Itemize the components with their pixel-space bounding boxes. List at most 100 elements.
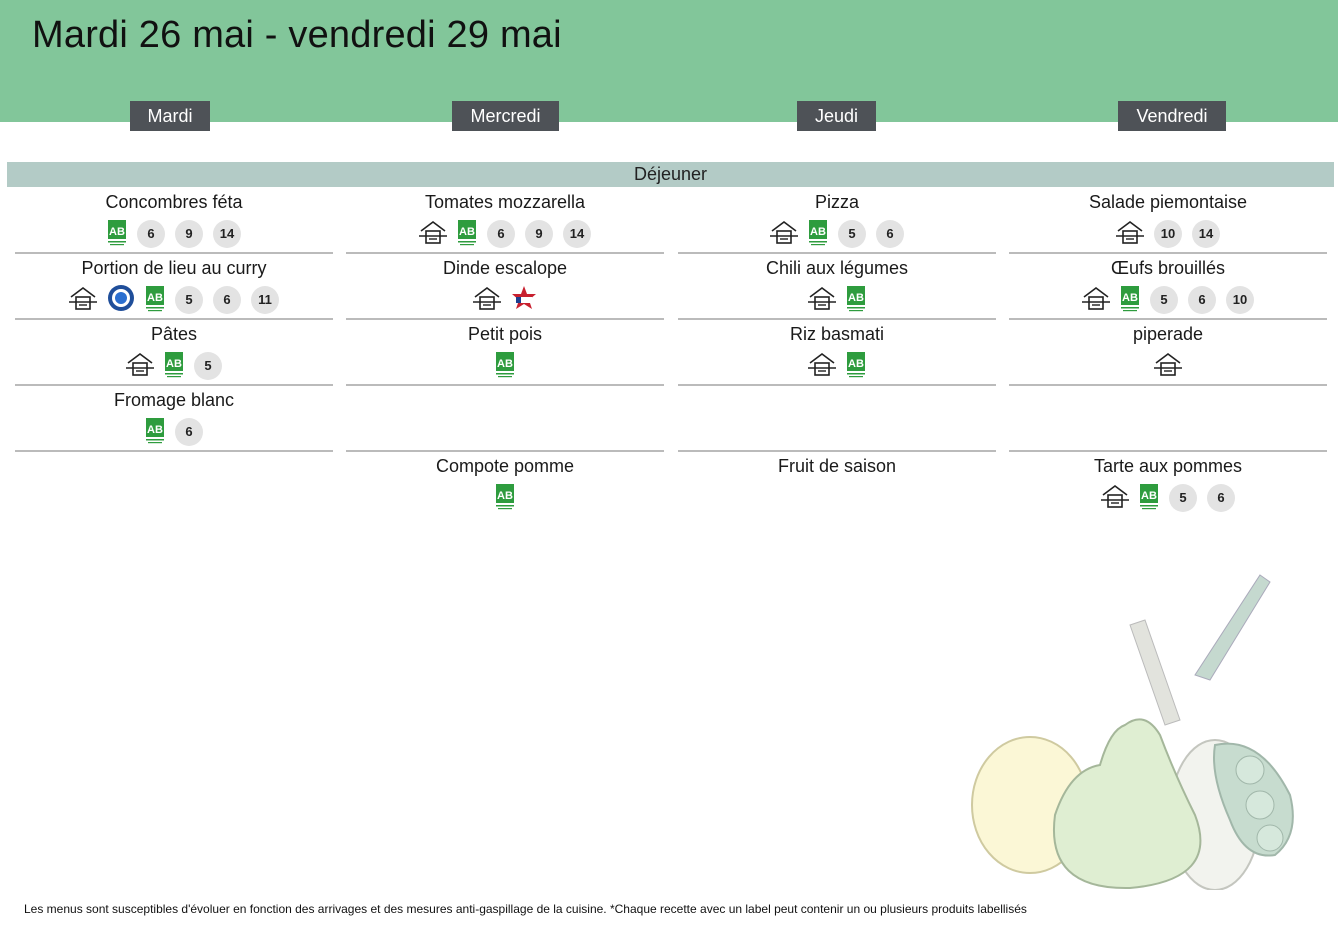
allergen-badge: 5 xyxy=(1169,484,1197,512)
day-column-mardi: Concombres féta AB 6 9 14 Portion de lieu au … xyxy=(15,188,333,518)
svg-text:AB: AB xyxy=(1122,292,1138,304)
svg-text:AB: AB xyxy=(166,358,182,370)
svg-text:AB: AB xyxy=(848,292,864,304)
menu-item: Salade piemontaise 10 14 xyxy=(1009,188,1327,254)
dish-labels: AB xyxy=(678,348,996,384)
dish-labels: AB 5 6 xyxy=(1009,480,1327,513)
dish-labels: AB 5 6 10 xyxy=(1009,282,1327,318)
dish-name: Chili aux légumes xyxy=(765,258,909,278)
menu-item: Portion de lieu au curry AB 5 6 11 xyxy=(15,254,333,320)
menu-item: Fruit de saison xyxy=(678,452,996,518)
homemade-icon xyxy=(808,351,836,382)
dish-name: piperade xyxy=(1132,324,1204,344)
menu-item: Tomates mozzarella AB 6 9 14 xyxy=(346,188,664,254)
viande-francaise-icon xyxy=(511,285,537,316)
allergen-badge: 6 xyxy=(175,418,203,446)
allergen-badge: 6 xyxy=(213,286,241,314)
allergen-badge: 6 xyxy=(487,220,515,248)
day-column-mercredi: Tomates mozzarella AB 6 9 14 Dinde escalope Pe… xyxy=(346,188,664,518)
dish-name: Tomates mozzarella xyxy=(424,192,586,212)
menu-item: Pâtes AB 5 xyxy=(15,320,333,386)
day-tab-mardi[interactable]: Mardi xyxy=(130,101,210,131)
dish-labels: AB 5 6 11 xyxy=(15,282,333,318)
dish-labels: AB 5 6 xyxy=(678,216,996,252)
organic-ab-icon: AB xyxy=(495,348,515,384)
homemade-icon xyxy=(770,219,798,250)
dish-name: Tarte aux pommes xyxy=(1093,456,1243,476)
organic-ab-icon: AB xyxy=(495,480,515,516)
homemade-icon xyxy=(126,351,154,382)
dish-labels: AB 6 9 14 xyxy=(15,216,333,252)
menu-item: Fromage blanc AB 6 xyxy=(15,386,333,452)
allergen-badge: 5 xyxy=(838,220,866,248)
organic-ab-icon: AB xyxy=(145,414,165,450)
organic-ab-icon: AB xyxy=(164,348,184,384)
allergen-badge: 5 xyxy=(1150,286,1178,314)
allergen-badge: 14 xyxy=(1192,220,1220,248)
homemade-icon xyxy=(1154,351,1182,382)
dish-name: Compote pomme xyxy=(435,456,575,476)
organic-ab-icon: AB xyxy=(145,282,165,318)
dish-name xyxy=(346,386,664,389)
organic-ab-icon: AB xyxy=(808,216,828,252)
svg-text:AB: AB xyxy=(810,226,826,238)
page-header: Mardi 26 mai - vendredi 29 mai xyxy=(0,0,1338,122)
menu-item: Dinde escalope xyxy=(346,254,664,320)
day-column-vendredi: Salade piemontaise 10 14 Œufs brouillés AB 5 6… xyxy=(1009,188,1327,518)
organic-ab-icon: AB xyxy=(107,216,127,252)
allergen-badge: 10 xyxy=(1226,286,1254,314)
homemade-icon xyxy=(1116,219,1144,250)
allergen-badge: 14 xyxy=(213,220,241,248)
svg-text:AB: AB xyxy=(147,292,163,304)
dish-labels xyxy=(1009,351,1327,381)
dish-name xyxy=(678,386,996,389)
footer-disclaimer: Les menus sont susceptibles d'évoluer en… xyxy=(24,902,1027,916)
allergen-badge: 14 xyxy=(563,220,591,248)
dish-labels: AB xyxy=(678,282,996,316)
dish-name xyxy=(15,452,333,455)
homemade-icon xyxy=(808,285,836,316)
dish-labels: 10 14 xyxy=(1009,219,1327,249)
dish-name xyxy=(1009,386,1327,389)
homemade-icon xyxy=(1082,285,1110,316)
dish-name: Fruit de saison xyxy=(777,456,897,476)
svg-text:AB: AB xyxy=(109,226,125,238)
day-tab-mercredi[interactable]: Mercredi xyxy=(452,101,559,131)
dish-name: Concombres féta xyxy=(105,192,243,212)
svg-text:AB: AB xyxy=(1141,490,1157,502)
menu-item: piperade xyxy=(1009,320,1327,386)
menu-item: Riz basmati AB xyxy=(678,320,996,386)
svg-text:AB: AB xyxy=(497,490,513,502)
svg-text:AB: AB xyxy=(147,424,163,436)
svg-text:AB: AB xyxy=(848,358,864,370)
dish-labels: AB xyxy=(346,480,664,516)
sustainable-fishing-icon xyxy=(107,284,135,317)
menu-item: Pizza AB 5 6 xyxy=(678,188,996,254)
empty-menu-slot xyxy=(678,386,996,452)
svg-text:AB: AB xyxy=(459,226,475,238)
allergen-badge: 6 xyxy=(137,220,165,248)
dish-name: Riz basmati xyxy=(789,324,885,344)
dish-name: Portion de lieu au curry xyxy=(81,258,267,278)
menu-item: Chili aux légumes AB xyxy=(678,254,996,320)
dish-name: Pâtes xyxy=(150,324,198,344)
day-column-jeudi: Pizza AB 5 6 Chili aux légumes AB Riz basmati A… xyxy=(678,188,996,518)
organic-ab-icon: AB xyxy=(846,348,866,384)
dish-labels: AB 5 xyxy=(15,348,333,384)
homemade-icon xyxy=(419,219,447,250)
organic-ab-icon: AB xyxy=(457,216,477,252)
menu-item: Œufs brouillés AB 5 6 10 xyxy=(1009,254,1327,320)
allergen-badge: 5 xyxy=(194,352,222,380)
day-tab-jeudi[interactable]: Jeudi xyxy=(797,101,876,131)
fruit-illustration xyxy=(971,574,1294,890)
menu-item: Concombres féta AB 6 9 14 xyxy=(15,188,333,254)
allergen-badge: 5 xyxy=(175,286,203,314)
dish-labels: AB xyxy=(346,348,664,384)
dish-name: Salade piemontaise xyxy=(1088,192,1248,212)
dish-labels xyxy=(346,285,664,315)
svg-text:AB: AB xyxy=(497,358,513,370)
dish-labels: AB 6 9 14 xyxy=(346,216,664,252)
dish-name: Petit pois xyxy=(467,324,543,344)
organic-ab-icon: AB xyxy=(1120,282,1140,318)
day-tab-vendredi[interactable]: Vendredi xyxy=(1118,101,1226,131)
